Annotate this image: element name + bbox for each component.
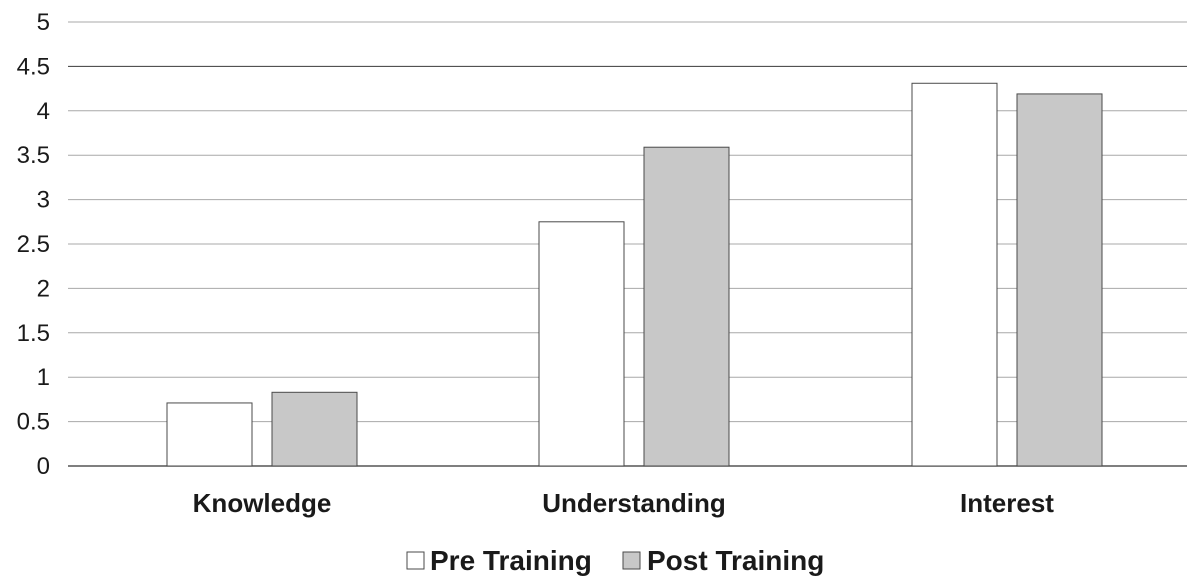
bar-understanding-post-training	[643, 146, 730, 467]
bar-knowledge-post-training	[271, 391, 358, 467]
y-tick-label: 4	[37, 98, 50, 125]
legend-label: Pre Training	[430, 545, 592, 576]
y-tick-label: 1	[37, 364, 50, 391]
bars	[166, 82, 1103, 467]
bar-interest-post-training	[1016, 93, 1103, 467]
bar-understanding-pre-training	[538, 221, 625, 467]
legend: Pre Training Post Training	[406, 545, 824, 576]
y-tick-label: 2.5	[17, 231, 50, 258]
y-tick-label: 4.5	[17, 53, 50, 80]
y-tick-label: 1.5	[17, 320, 50, 347]
y-tick-label: 3.5	[17, 142, 50, 169]
y-tick-label: 2	[37, 275, 50, 302]
x-axis-categories: Knowledge Understanding Interest	[193, 488, 1055, 518]
y-axis-ticks: 0 0.5 1 1.5 2 2.5 3 3.5 4 4.5 5	[17, 9, 50, 480]
bar-interest-pre-training	[911, 82, 998, 467]
legend-swatch-pre-training	[406, 551, 425, 570]
gridlines	[68, 21, 1187, 467]
legend-label: Post Training	[647, 545, 824, 576]
y-tick-label: 0	[37, 453, 50, 480]
bar-knowledge-pre-training	[166, 402, 253, 467]
legend-swatch-post-training	[622, 551, 641, 570]
x-category-label: Interest	[960, 488, 1054, 518]
x-category-label: Knowledge	[193, 488, 332, 518]
y-tick-label: 3	[37, 187, 50, 214]
x-category-label: Understanding	[542, 488, 725, 518]
y-tick-label: 0.5	[17, 409, 50, 436]
y-tick-label: 5	[37, 9, 50, 36]
